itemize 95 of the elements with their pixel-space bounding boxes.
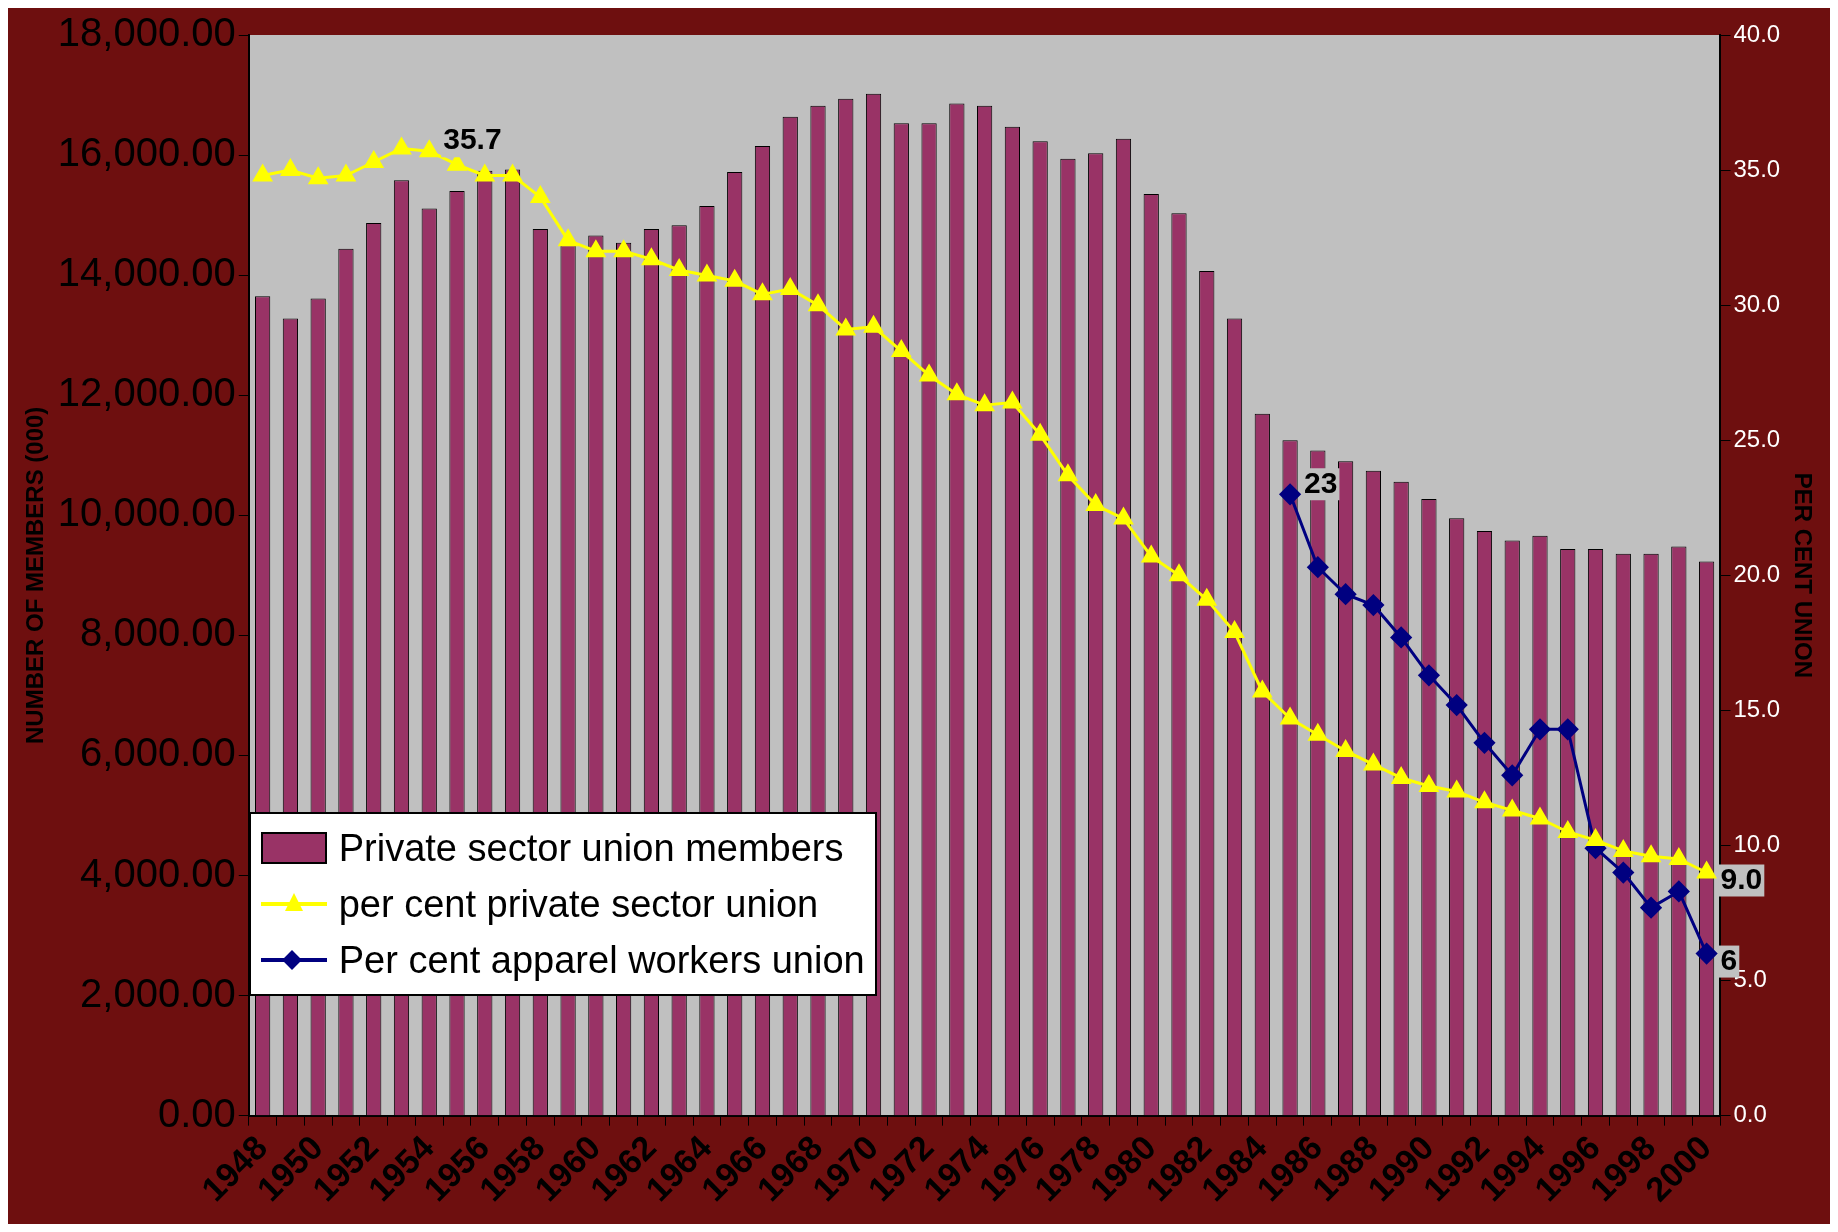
point: [669, 259, 689, 277]
point: [1446, 694, 1468, 716]
y-tick-label: 12,000.00: [57, 370, 236, 415]
point: [531, 186, 550, 204]
point: [864, 316, 883, 333]
y2-tick-label: 20.0: [1733, 559, 1781, 587]
point: [1253, 681, 1272, 698]
y2-tick-label: 40.0: [1733, 19, 1781, 47]
point: [1557, 718, 1579, 740]
point: [1697, 862, 1716, 879]
point: [1335, 583, 1357, 605]
point: [1169, 564, 1189, 582]
point: [1279, 483, 1301, 505]
point: [1114, 508, 1133, 525]
y-tick-label: 10,000.00: [57, 490, 236, 535]
point: [1086, 494, 1105, 512]
point: [281, 159, 300, 177]
y2-axis-title: PER CENT UNION: [1789, 472, 1817, 679]
point: [1475, 791, 1494, 809]
point: [1696, 943, 1718, 965]
point: [725, 270, 744, 287]
point: [253, 164, 272, 182]
point: [503, 164, 522, 182]
point: [1640, 897, 1662, 919]
point: [308, 167, 328, 185]
y-tick-label: 4,000.00: [80, 850, 236, 895]
point: [1030, 424, 1050, 441]
point: [1225, 621, 1244, 639]
point: [1197, 589, 1217, 606]
y2-tick-label: 0.0: [1733, 1100, 1767, 1128]
y-tick-label: 14,000.00: [57, 250, 236, 295]
point: [1419, 775, 1439, 793]
y-tick-label: 0.00: [157, 1090, 236, 1135]
point: [697, 264, 717, 282]
point: [392, 137, 411, 155]
point: [808, 294, 828, 312]
point: [1336, 740, 1355, 757]
point: [1307, 556, 1329, 578]
y2-tick-label: 25.0: [1733, 424, 1781, 452]
point: [1141, 545, 1161, 563]
point: [1558, 821, 1578, 838]
point: [1447, 780, 1466, 798]
point: [1641, 845, 1661, 863]
point: [1614, 840, 1633, 857]
point: [892, 340, 911, 358]
y-tick-label: 6,000.00: [80, 730, 236, 775]
point: [614, 240, 633, 258]
y-tick-label: 18,000.00: [57, 10, 236, 55]
y-axis-title: NUMBER OF MEMBERS (000): [21, 406, 49, 745]
point: [1390, 626, 1412, 648]
y2-tick-label: 15.0: [1733, 695, 1781, 723]
point: [1003, 391, 1022, 409]
point: [1529, 718, 1551, 740]
y2-tick-label: 35.0: [1733, 154, 1781, 182]
y2-tick-label: 30.0: [1733, 289, 1781, 317]
point: [1364, 753, 1383, 771]
point: [1391, 767, 1411, 784]
point: [1668, 880, 1690, 902]
point: [836, 318, 856, 336]
point: [1362, 594, 1384, 616]
point: [1501, 764, 1523, 786]
point: [336, 164, 356, 182]
point: [586, 240, 606, 258]
point: [1280, 708, 1300, 725]
y-tick-label: 8,000.00: [80, 610, 236, 655]
point: [364, 151, 383, 168]
point: [1669, 848, 1689, 866]
point: [1586, 829, 1605, 847]
point: [1473, 732, 1495, 754]
legend-label: Private sector union members: [338, 825, 844, 871]
point: [447, 154, 467, 171]
point: [1308, 724, 1328, 741]
data-label: 6: [1720, 942, 1738, 976]
y-tick-label: 16,000.00: [57, 130, 236, 175]
legend-label: Per cent apparel workers union: [338, 937, 865, 983]
data-label: 23: [1304, 465, 1338, 499]
y2-tick-label: 10.0: [1733, 830, 1781, 858]
point: [947, 383, 967, 401]
point: [1530, 807, 1550, 825]
data-label: 35.7: [443, 122, 502, 156]
point: [919, 364, 939, 382]
point: [558, 229, 578, 247]
legend-label: per cent private sector union: [338, 881, 819, 927]
point: [642, 248, 661, 266]
y-tick-label: 2,000.00: [80, 970, 236, 1015]
point: [975, 394, 994, 412]
point: [780, 278, 800, 295]
data-label: 9.0: [1720, 861, 1763, 895]
point: [753, 283, 772, 301]
point: [475, 164, 495, 182]
point: [1418, 664, 1440, 686]
point: [419, 140, 439, 158]
point: [1612, 862, 1634, 884]
point: [1502, 799, 1522, 817]
point: [1058, 464, 1078, 482]
